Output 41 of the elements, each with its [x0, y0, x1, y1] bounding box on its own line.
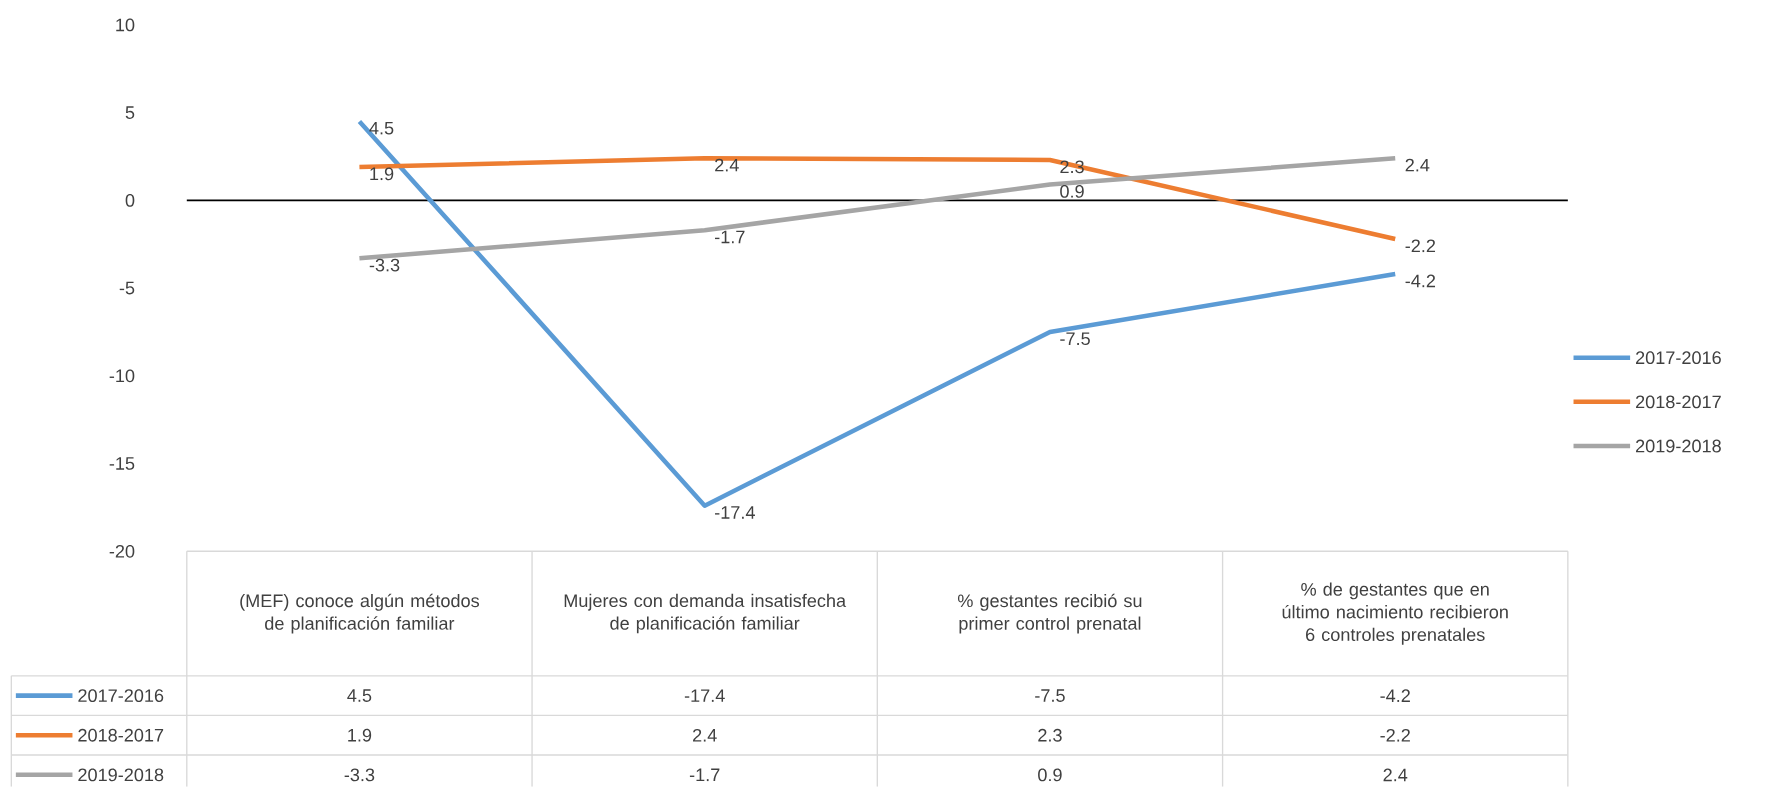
y-tick-label: -15 [109, 457, 135, 470]
text: -4.2 [1405, 274, 1436, 288]
text: -7.5 [1060, 332, 1090, 346]
text: 4.5 [369, 122, 394, 135]
legend-label: 2017-2016 [1636, 351, 1721, 365]
text: -3.3 [369, 258, 400, 272]
text: 2.4 [1405, 158, 1430, 172]
text: -1.7 [715, 230, 745, 244]
text: 2019-2018 [78, 768, 164, 782]
y-tick-label: 0 [125, 194, 135, 207]
text: -2.2 [1405, 239, 1436, 253]
data-label: 4.5 [347, 689, 372, 703]
y-tick-label: 5 [125, 106, 135, 120]
text: 0.9 [1060, 185, 1084, 198]
data-label: 2.3 [1038, 728, 1062, 742]
data-label: -7.5 [1035, 689, 1065, 703]
text: 1.9 [370, 167, 394, 181]
data-label: -1.7 [689, 768, 720, 782]
data-label: -3.3 [344, 768, 375, 782]
data-label: -17.4 [684, 689, 725, 702]
y-tick-label: -5 [119, 281, 135, 295]
data-label: 2.4 [693, 729, 717, 742]
y-tick-label: -10 [109, 369, 135, 383]
data-label: -4.2 [1380, 689, 1410, 703]
data-label: 0.9 [1038, 768, 1062, 782]
data-label: -2.2 [1380, 729, 1410, 742]
data-label: 2.4 [1383, 768, 1408, 782]
x-tick-label: % gestantes recibió su primer control prenatal [957, 593, 1142, 634]
line-series [357, 156, 1398, 242]
text: -17.4 [715, 506, 755, 519]
y-tick-label: 10 [116, 18, 135, 32]
legend-label: 2018-2017 [1636, 395, 1721, 409]
y-tick-label: -20 [109, 545, 135, 558]
data-label: 1.9 [348, 728, 372, 742]
x-tick-label: (MEF) conoce algún métodos de planificación familiar [240, 593, 480, 634]
x-tick-label: % de gestantes que en último nacimiento recibieron 6 controles prenatales [1282, 582, 1508, 645]
text: 2.4 [715, 158, 739, 172]
legend-label: 2019-2018 [1636, 439, 1721, 453]
text: 2018-2017 [78, 728, 164, 742]
x-tick-label: Mujeres con demanda insatisfecha de planificación familiar [564, 593, 847, 634]
text: 2017-2016 [78, 689, 164, 703]
